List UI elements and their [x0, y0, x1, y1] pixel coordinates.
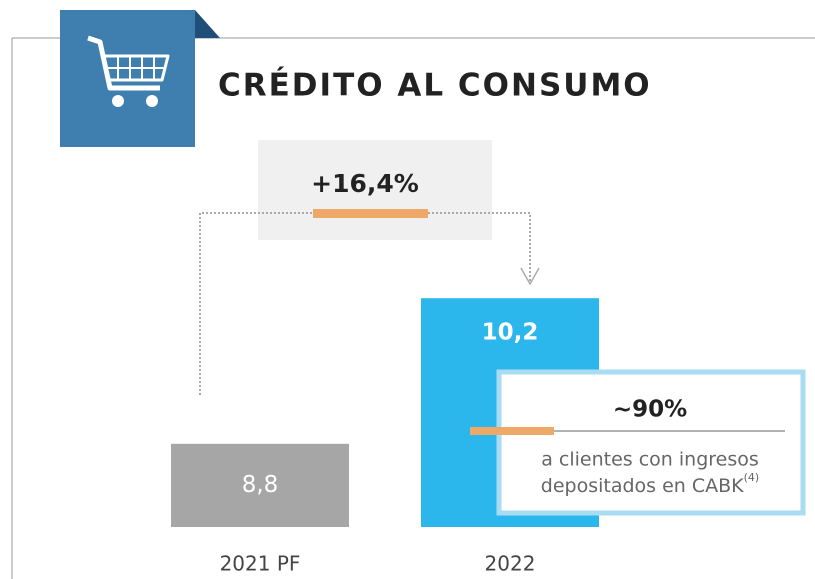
value-label: 10,2	[482, 320, 539, 346]
note-line: depositados en CABK(4)	[541, 471, 759, 497]
cart-wheel	[146, 95, 158, 107]
note-line: a clientes con ingresos	[541, 449, 759, 471]
note-text: depositados en CABK	[541, 475, 744, 497]
x-tick-label: 2021 PF	[220, 552, 301, 576]
cart-wheel	[112, 95, 124, 107]
growth-accent	[313, 209, 428, 218]
growth-connector	[199, 212, 531, 395]
growth-label: +16,4%	[311, 169, 419, 198]
note-ref: (4)	[744, 471, 760, 484]
share-box	[496, 369, 806, 516]
value-label: 8,8	[242, 472, 279, 498]
share-accent	[470, 427, 554, 435]
x-tick-label: 2022	[485, 552, 536, 576]
cart-icon	[87, 35, 170, 91]
icon-corner	[195, 10, 220, 38]
growth-box	[258, 140, 492, 240]
arrow-head	[520, 267, 540, 286]
chart-title: CRÉDITO AL CONSUMO	[218, 68, 652, 104]
bar	[171, 443, 349, 527]
share-label: ~90%	[613, 397, 687, 423]
